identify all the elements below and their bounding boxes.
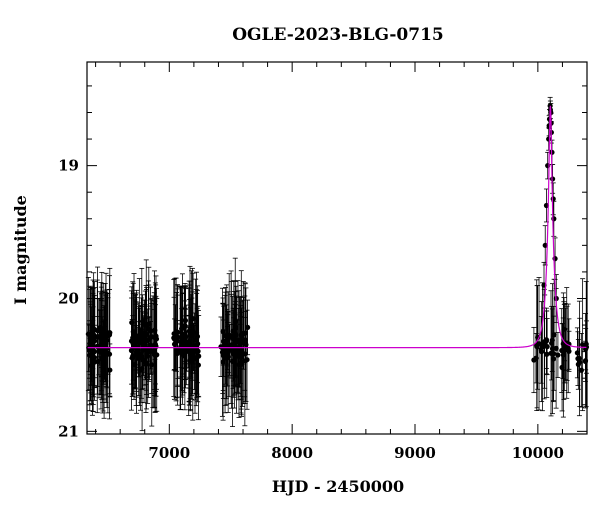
- data-point: [243, 342, 249, 348]
- data-point: [137, 367, 144, 373]
- data-point: [575, 356, 581, 362]
- data-point: [140, 347, 146, 353]
- data-point: [236, 362, 242, 368]
- data-point: [533, 355, 539, 361]
- data-point: [550, 176, 556, 182]
- data-point: [136, 356, 142, 362]
- data-point: [226, 332, 232, 338]
- x-tick-label: 9000: [394, 444, 436, 462]
- x-tick-label: 8000: [271, 444, 313, 462]
- model-layer: [87, 105, 588, 349]
- data-point: [230, 328, 236, 334]
- data-point: [195, 348, 201, 354]
- data-point: [180, 339, 186, 345]
- data-point: [549, 340, 555, 346]
- data-point: [98, 330, 105, 336]
- y-axis-label: I magnitude: [11, 195, 30, 305]
- x-axis-label: HJD - 2450000: [272, 477, 404, 496]
- data-point: [135, 347, 141, 353]
- data-point: [242, 358, 248, 364]
- model-curve: [87, 105, 588, 349]
- data-point: [580, 342, 586, 348]
- data-point: [548, 350, 554, 356]
- data-point: [173, 335, 179, 341]
- data-point: [91, 326, 97, 332]
- data-point: [561, 344, 567, 351]
- plot-frame: [86, 61, 588, 435]
- data-point: [152, 352, 158, 358]
- data-point: [128, 347, 135, 354]
- data-point: [542, 339, 548, 345]
- data-point: [146, 326, 152, 333]
- data-point: [552, 256, 558, 262]
- data-point: [550, 196, 556, 202]
- y-tick-label: 20: [58, 289, 79, 307]
- data-point: [234, 353, 241, 359]
- x-tick-label: 10000: [512, 444, 564, 462]
- data-point: [182, 333, 189, 340]
- data-point: [171, 341, 178, 347]
- data-point: [105, 350, 111, 356]
- data-point: [542, 242, 548, 248]
- data-layer: [85, 96, 590, 432]
- y-tick-label: 21: [58, 422, 79, 440]
- data-point: [229, 358, 236, 365]
- data-point: [193, 342, 199, 348]
- data-point: [551, 216, 557, 222]
- axis-ticks: 7000 8000 9000 10000 19 20 21: [58, 62, 588, 462]
- data-point: [555, 352, 561, 358]
- data-point: [130, 329, 136, 335]
- data-point: [553, 345, 559, 351]
- data-point: [539, 349, 545, 355]
- data-point: [188, 332, 195, 338]
- y-tick-label: 19: [58, 157, 79, 175]
- data-point: [148, 334, 155, 340]
- x-tick-label: 7000: [148, 444, 190, 462]
- data-point: [101, 361, 107, 367]
- data-point: [179, 326, 185, 332]
- data-point: [551, 332, 557, 338]
- plot-area: 7000 8000 9000 10000 19 20 21: [58, 61, 590, 462]
- data-point: [153, 333, 159, 339]
- chart-title: OGLE-2023-BLG-0715: [232, 25, 444, 45]
- data-point: [187, 357, 193, 364]
- data-point: [92, 334, 98, 341]
- data-point: [220, 352, 226, 358]
- data-point: [550, 356, 557, 362]
- data-point: [546, 136, 552, 142]
- data-point: [177, 347, 183, 354]
